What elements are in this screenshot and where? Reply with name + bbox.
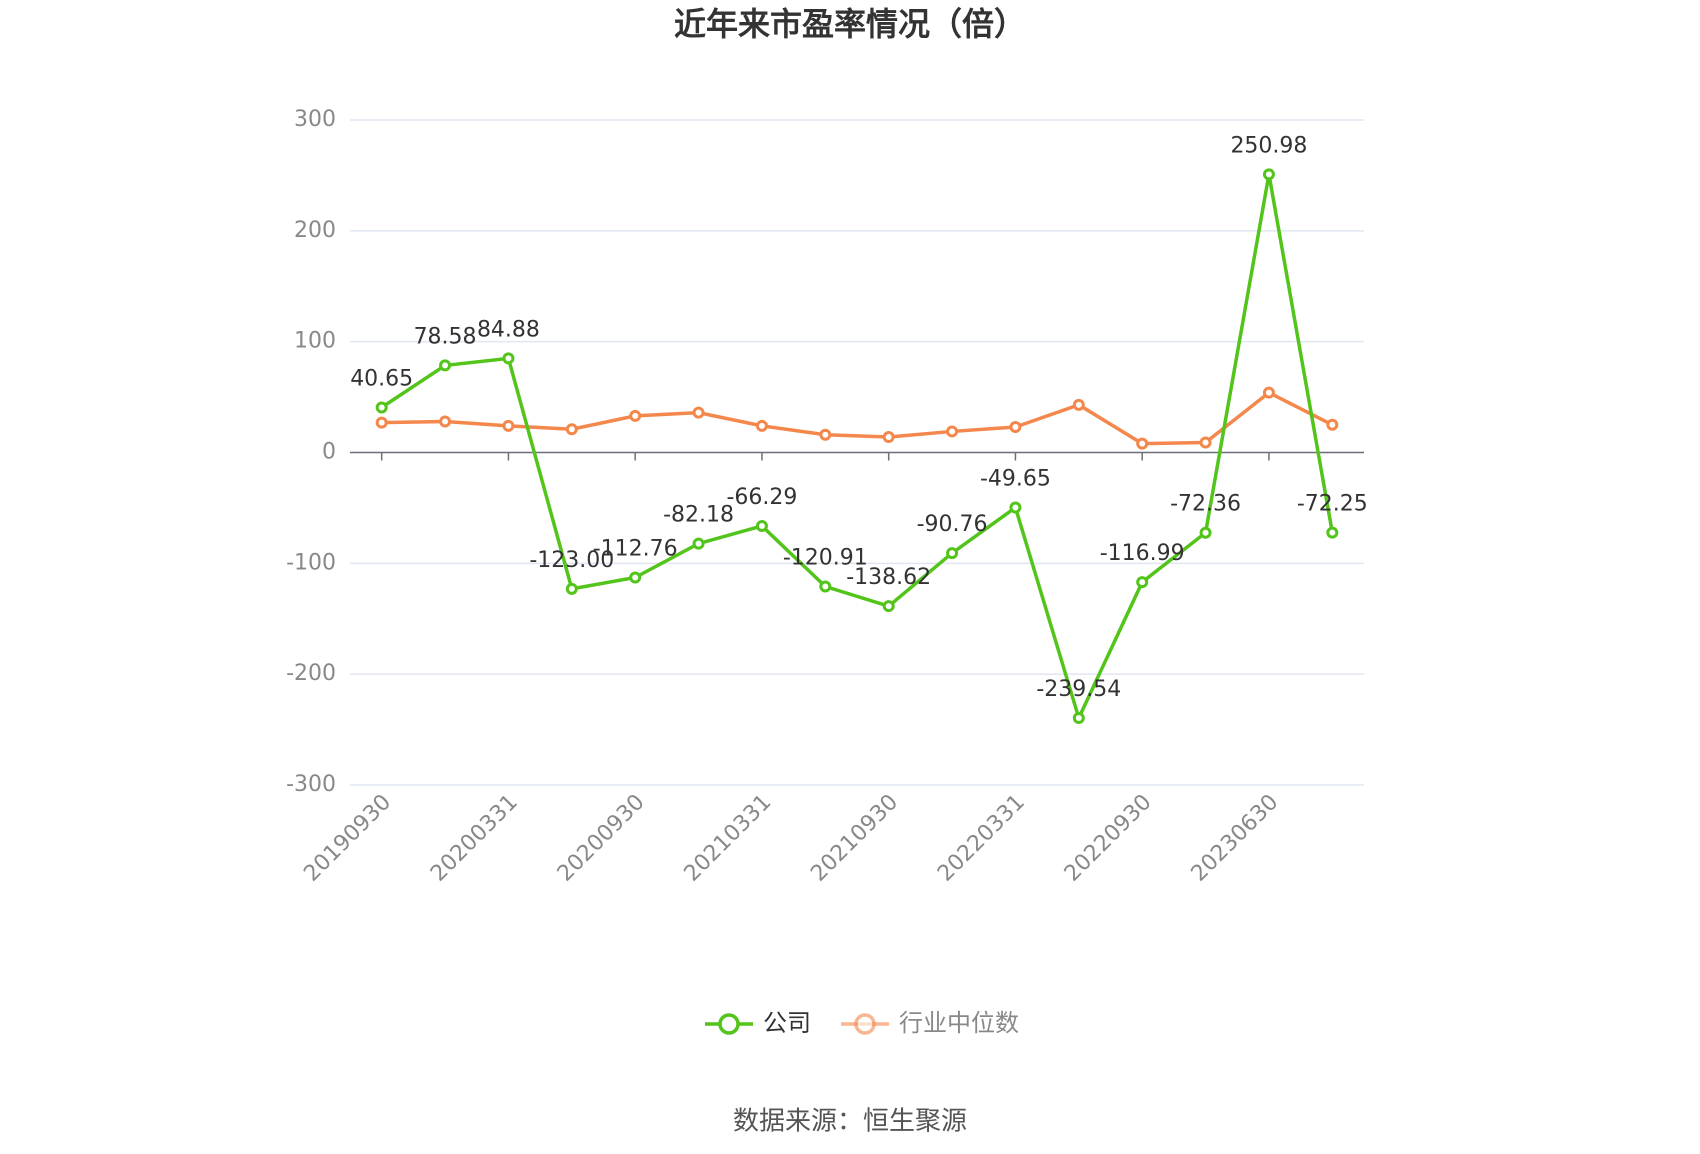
data-label: -72.25 xyxy=(1297,492,1368,517)
point xyxy=(882,600,895,613)
point xyxy=(1072,711,1085,724)
y-tick-label: 100 xyxy=(294,329,336,354)
point xyxy=(565,582,578,595)
data-label: -72.36 xyxy=(1170,492,1241,517)
point xyxy=(755,419,768,432)
y-tick-label: 300 xyxy=(294,107,336,132)
point xyxy=(1262,386,1275,399)
legend-label: 公司 xyxy=(763,1009,811,1037)
data-label: -90.76 xyxy=(917,512,988,537)
point xyxy=(755,519,768,532)
point xyxy=(1009,421,1022,434)
point xyxy=(692,406,705,419)
x-tick-label: 20190930 xyxy=(299,790,396,887)
y-tick-label: -300 xyxy=(286,772,336,797)
y-tick-label: 200 xyxy=(294,218,336,243)
data-label: -120.91 xyxy=(783,546,868,571)
point xyxy=(502,352,515,365)
x-tick-label: 20200331 xyxy=(426,790,523,887)
series-line xyxy=(380,174,1335,723)
point xyxy=(946,547,959,560)
point xyxy=(1326,526,1339,539)
point xyxy=(375,416,388,429)
point xyxy=(1326,418,1339,431)
y-tick-label: 0 xyxy=(322,440,336,465)
point xyxy=(819,428,832,441)
data-label: 40.65 xyxy=(350,366,413,391)
point xyxy=(1009,501,1022,514)
data-label: -66.29 xyxy=(726,485,797,510)
x-tick-label: 20210930 xyxy=(806,790,903,887)
x-tick-label: 20200930 xyxy=(553,790,650,887)
point xyxy=(439,359,452,372)
point xyxy=(375,401,388,414)
x-tick-label: 20230630 xyxy=(1187,790,1284,887)
point xyxy=(1136,437,1149,450)
data-label: 84.88 xyxy=(477,317,540,342)
data-label: -138.62 xyxy=(846,565,931,590)
data-label: -49.65 xyxy=(980,467,1051,492)
point xyxy=(502,419,515,432)
point xyxy=(1072,398,1085,411)
point xyxy=(1262,168,1275,181)
point xyxy=(819,580,832,593)
legend-marker xyxy=(718,1013,740,1035)
data-label: 250.98 xyxy=(1230,133,1307,158)
data-label: -82.18 xyxy=(663,503,734,528)
point xyxy=(1136,576,1149,589)
point xyxy=(629,571,642,584)
point xyxy=(629,409,642,422)
point xyxy=(882,430,895,443)
x-tick-label: 20220331 xyxy=(933,790,1030,887)
data-label: 78.58 xyxy=(414,324,477,349)
source: 数据来源：恒生聚源 xyxy=(733,1107,967,1137)
series-line xyxy=(381,390,1334,446)
legend-marker xyxy=(854,1013,876,1035)
x-tick-label: 20210331 xyxy=(680,790,777,887)
data-label: -123.00 xyxy=(529,548,614,573)
data-label: -116.99 xyxy=(1100,541,1185,566)
data-label: -239.54 xyxy=(1036,677,1121,702)
point xyxy=(439,415,452,428)
y-tick-label: -100 xyxy=(286,550,336,575)
point xyxy=(1199,436,1212,449)
x-tick-label: 20220930 xyxy=(1060,790,1157,887)
point xyxy=(565,423,578,436)
point xyxy=(946,425,959,438)
legend-label: 行业中位数 xyxy=(899,1009,1019,1037)
data-label: -112.76 xyxy=(593,536,678,561)
y-tick-label: -200 xyxy=(286,661,336,686)
chart-title: 近年来市盈率情况（倍） xyxy=(674,5,1026,43)
point xyxy=(1199,526,1212,539)
point xyxy=(692,537,705,550)
